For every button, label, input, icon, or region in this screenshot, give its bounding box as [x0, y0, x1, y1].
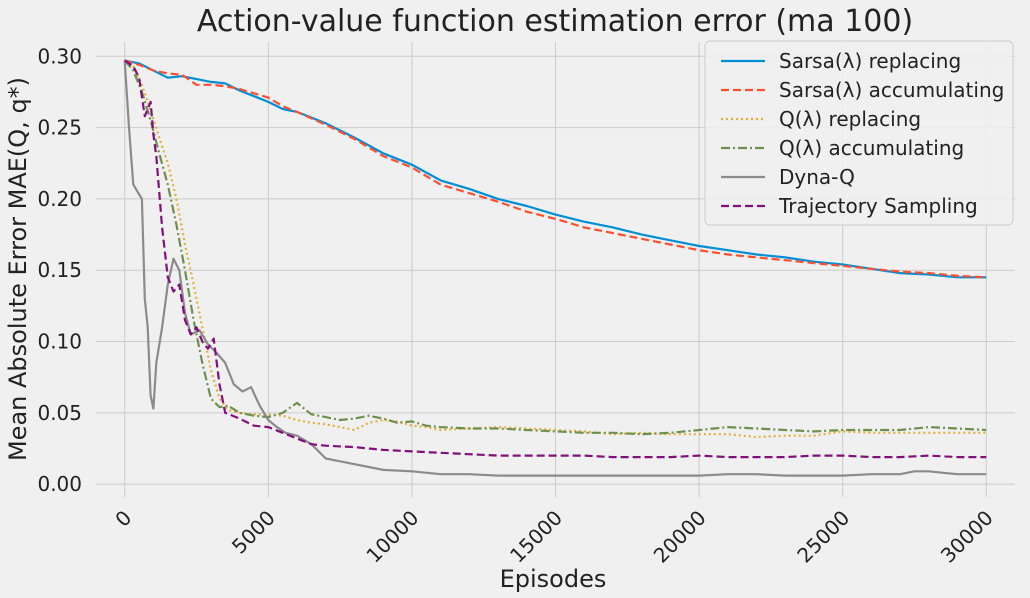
series-line-1 — [124, 59, 987, 279]
legend: Sarsa(λ) replacing Sarsa(λ) accumulating Q… — [704, 40, 1014, 226]
series-lines — [123, 59, 987, 477]
y-tick-label: 0.05 — [37, 401, 82, 425]
y-axis-label: Mean Absolute Error MAE(Q, q*) — [4, 77, 32, 461]
y-tick-label: 0.25 — [37, 116, 82, 140]
series-line-0 — [124, 59, 987, 279]
legend-label: Dyna-Q — [779, 165, 855, 189]
legend-box — [704, 40, 1014, 226]
legend-label: Sarsa(λ) accumulating — [779, 78, 1004, 102]
legend-label: Sarsa(λ) replacing — [779, 49, 961, 73]
legend-label: Q(λ) replacing — [779, 107, 921, 131]
series-line-5 — [124, 59, 987, 459]
legend-label: Trajectory Sampling — [778, 194, 978, 218]
series-line-3 — [123, 59, 987, 436]
y-tick-label: 0.00 — [37, 472, 82, 496]
legend-label: Q(λ) accumulating — [779, 136, 964, 160]
y-tick-label: 0.20 — [37, 187, 82, 211]
y-tick-label: 0.10 — [37, 330, 82, 354]
chart-title: Action-value function estimation error (… — [197, 4, 913, 39]
y-tick-label: 0.15 — [37, 258, 82, 282]
y-tick-label: 0.30 — [37, 44, 82, 68]
x-axis-label: Episodes — [500, 565, 607, 593]
